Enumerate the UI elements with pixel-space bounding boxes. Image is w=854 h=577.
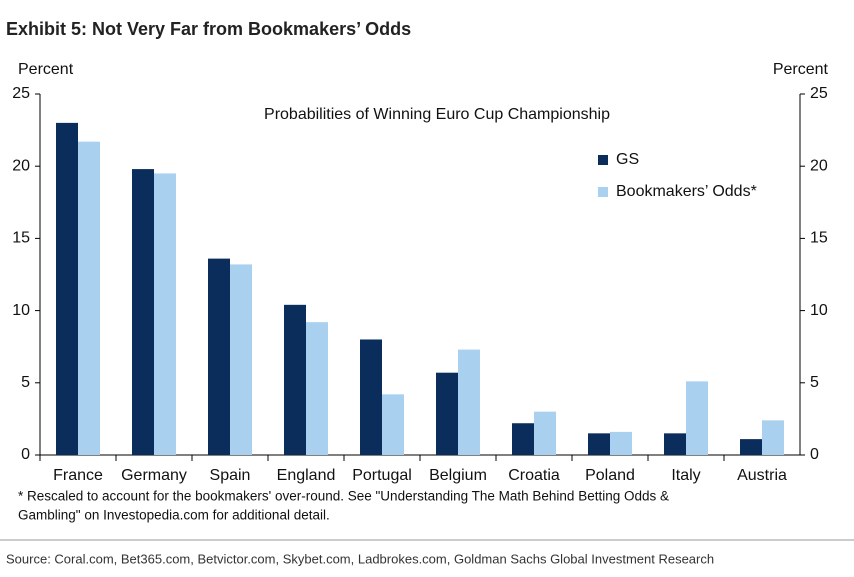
bar bbox=[56, 122, 78, 455]
chart-subtitle: Probabilities of Winning Euro Cup Champi… bbox=[264, 106, 610, 123]
x-tick-label: Croatia bbox=[508, 467, 560, 484]
bar bbox=[610, 431, 632, 455]
bar bbox=[512, 423, 534, 455]
x-tick-label: Germany bbox=[121, 467, 187, 484]
chart-title: Exhibit 5: Not Very Far from Bookmakers’… bbox=[6, 19, 411, 39]
bar bbox=[762, 420, 784, 455]
x-tick-label: France bbox=[53, 467, 103, 484]
legend-swatch bbox=[598, 187, 608, 197]
legend-label: GS bbox=[616, 151, 639, 168]
bar bbox=[664, 433, 686, 455]
y-tick-label: 0 bbox=[21, 446, 30, 463]
bar bbox=[208, 258, 230, 455]
y-tick-label: 10 bbox=[12, 302, 30, 319]
x-tick-label: Italy bbox=[671, 467, 700, 484]
y-tick-label: 25 bbox=[12, 85, 30, 102]
y2-tick-label: 5 bbox=[810, 374, 819, 391]
y-tick-label: 15 bbox=[12, 230, 30, 247]
y2-axis-label: Percent bbox=[773, 61, 829, 78]
y2-tick-label: 25 bbox=[810, 85, 828, 102]
footnote: Gambling" on Investopedia.com for additi… bbox=[18, 508, 330, 523]
y-tick-label: 5 bbox=[21, 374, 30, 391]
bar bbox=[436, 372, 458, 455]
bar bbox=[588, 433, 610, 455]
x-tick-label: Poland bbox=[585, 467, 635, 484]
source: Source: Coral.com, Bet365.com, Betvictor… bbox=[6, 551, 714, 566]
y-axis-label: Percent bbox=[18, 61, 74, 78]
y2-tick-label: 20 bbox=[810, 157, 828, 174]
bar bbox=[360, 339, 382, 455]
bar bbox=[306, 322, 328, 455]
x-tick-label: Spain bbox=[210, 467, 251, 484]
bar bbox=[382, 394, 404, 455]
bar bbox=[740, 439, 762, 455]
legend-swatch bbox=[598, 155, 608, 165]
y2-tick-label: 15 bbox=[810, 230, 828, 247]
legend-label: Bookmakers’ Odds* bbox=[616, 183, 757, 200]
bar bbox=[132, 169, 154, 455]
bar bbox=[284, 304, 306, 455]
bar bbox=[78, 141, 100, 456]
y2-tick-label: 10 bbox=[810, 302, 828, 319]
bar bbox=[534, 411, 556, 455]
x-tick-label: Austria bbox=[737, 467, 787, 484]
x-tick-label: Belgium bbox=[429, 467, 487, 484]
x-tick-label: England bbox=[277, 467, 336, 484]
bar bbox=[154, 173, 176, 456]
y-tick-label: 20 bbox=[12, 157, 30, 174]
bar bbox=[686, 381, 708, 455]
bar bbox=[458, 349, 480, 455]
bar bbox=[230, 264, 252, 455]
x-tick-label: Portugal bbox=[352, 467, 412, 484]
footnote: * Rescaled to account for the bookmakers… bbox=[18, 489, 669, 504]
y2-tick-label: 0 bbox=[810, 446, 819, 463]
